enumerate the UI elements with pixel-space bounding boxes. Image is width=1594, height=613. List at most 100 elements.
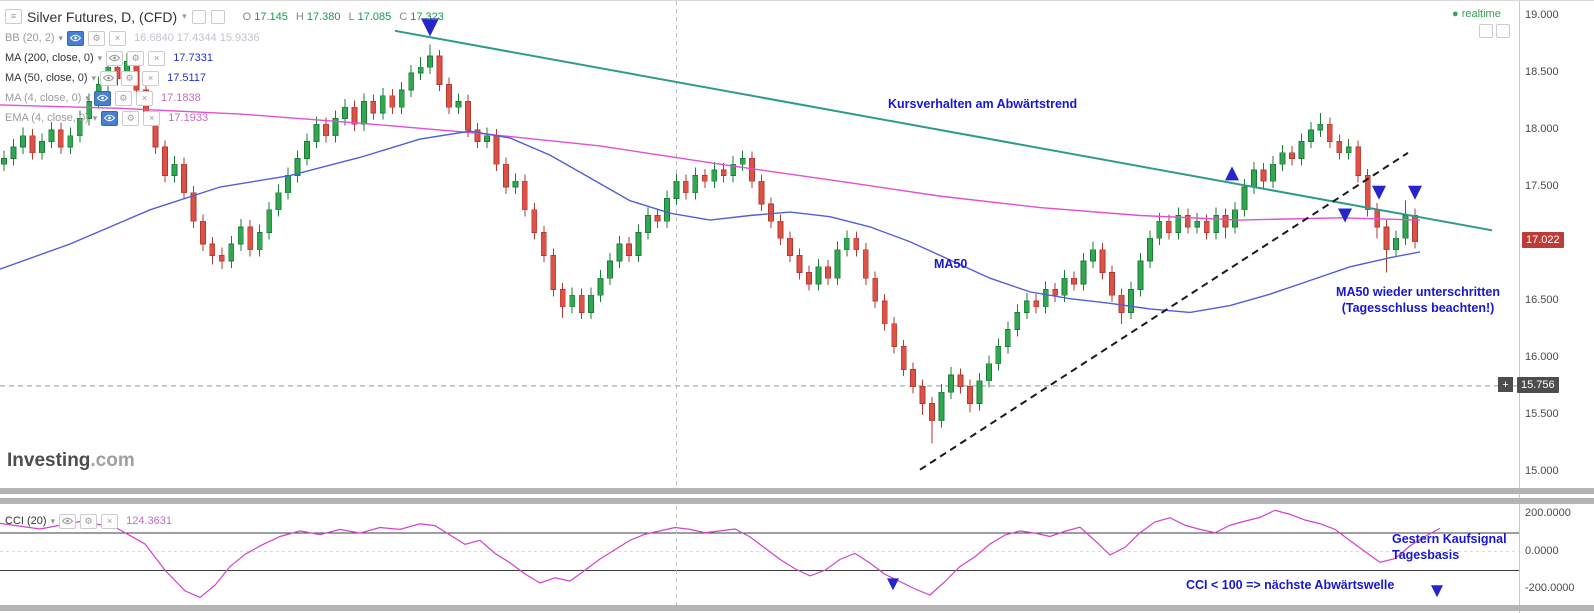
- price-tick: 16.000: [1525, 351, 1559, 363]
- price-tick: 16.500: [1525, 294, 1559, 306]
- price-tick: 18.000: [1525, 123, 1559, 135]
- cci-tick: 200.0000: [1525, 507, 1571, 519]
- cci-pane[interactable]: CCI (20) ▾ ⚙ × 124.3631 Gestern Kaufsign…: [0, 506, 1519, 605]
- indicator-row-ma4[interactable]: MA (4, close, 0) ▾ ⚙ × 17.1838: [5, 88, 444, 108]
- chevron-down-icon[interactable]: ▾: [92, 112, 98, 123]
- legend: ≡ Silver Futures, D, (CFD) ▾ O 17.145 H 17…: [5, 5, 444, 128]
- chart-action-icons: [1479, 24, 1510, 38]
- close-icon[interactable]: ×: [101, 513, 119, 529]
- close-icon[interactable]: ×: [135, 90, 153, 106]
- high-value: 17.380: [306, 10, 341, 23]
- gear-icon[interactable]: ⚙: [127, 50, 145, 66]
- pane-separator[interactable]: [0, 605, 1594, 611]
- price-tick: 15.000: [1525, 465, 1559, 477]
- indicator-value: 16.6840 17.4344 15.9336: [134, 32, 260, 44]
- annotation-cci-wave: CCI < 100 => nächste Abwärtswelle: [1186, 578, 1395, 592]
- snapshot-icon[interactable]: [1479, 24, 1493, 38]
- menu-glyph: ≡: [10, 11, 17, 21]
- price-tick: 17.500: [1525, 180, 1559, 192]
- add-alert-icon[interactable]: +: [1498, 377, 1513, 393]
- price-axis[interactable]: 19.000 18.500 18.000 17.500 16.500 16.000 15.5…: [1498, 1, 1594, 613]
- gear-icon[interactable]: ⚙: [122, 110, 140, 126]
- eye-icon[interactable]: [59, 513, 77, 529]
- gear-icon[interactable]: ⚙: [80, 513, 98, 529]
- symbol-title-row: ≡ Silver Futures, D, (CFD) ▾ O 17.145 H 17…: [5, 5, 444, 28]
- close-icon[interactable]: ×: [109, 30, 127, 46]
- indicator-row-ma200[interactable]: MA (200, close, 0) ▾ ⚙ × 17.7331: [5, 48, 444, 68]
- fullscreen-icon[interactable]: [1496, 24, 1510, 38]
- eye-icon[interactable]: [67, 30, 85, 46]
- eye-icon[interactable]: [106, 50, 124, 66]
- gear-glyph: ⚙: [126, 112, 135, 123]
- watermark: Investing.com: [7, 450, 135, 472]
- gear-icon[interactable]: ⚙: [114, 90, 132, 106]
- gear-glyph: ⚙: [125, 72, 134, 83]
- indicator-name: MA (4, close, 0): [5, 92, 82, 104]
- menu-icon[interactable]: ≡: [5, 9, 22, 24]
- symbol-title[interactable]: Silver Futures, D, (CFD): [27, 8, 178, 25]
- indicator-name: MA (200, close, 0): [5, 52, 94, 64]
- indicator-row-ema[interactable]: EMA (4, close, 0) ▾ ⚙ × 17.1933: [5, 108, 444, 128]
- price-tick: 18.500: [1525, 66, 1559, 78]
- gear-glyph: ⚙: [92, 32, 101, 43]
- chevron-down-icon[interactable]: ▾: [58, 32, 64, 43]
- annotation-ma50-break: MA50 wieder unterschritten (Tagesschluss…: [1336, 285, 1500, 316]
- sell-marker-icon: [1408, 185, 1422, 200]
- eye-icon[interactable]: [93, 90, 111, 106]
- eye-icon[interactable]: [100, 70, 118, 86]
- high-label: H: [295, 10, 304, 23]
- pane-separator[interactable]: [0, 498, 1594, 504]
- indicator-value: 17.5117: [167, 72, 207, 84]
- realtime-indicator: ● realtime: [1452, 8, 1501, 20]
- indicator-value: 17.1838: [160, 92, 201, 104]
- chevron-down-icon[interactable]: ▾: [50, 515, 56, 526]
- cci-legend-row[interactable]: CCI (20) ▾ ⚙ × 124.3631: [5, 511, 172, 531]
- watermark-suffix: .com: [90, 450, 135, 471]
- gear-icon[interactable]: ⚙: [121, 70, 139, 86]
- chevron-down-icon[interactable]: ▾: [91, 72, 97, 83]
- ohlc-values: O 17.145 H 17.380 L 17.085 C 17.323: [238, 11, 444, 23]
- close-icon[interactable]: ×: [142, 70, 160, 86]
- chevron-down-icon[interactable]: ▾: [97, 52, 103, 63]
- close-glyph: ×: [154, 52, 160, 63]
- annotation-buy-signal: Gestern Kaufsignal Tagesbasis: [1392, 532, 1507, 563]
- buy-marker-icon: [1225, 166, 1239, 181]
- compare-icon[interactable]: [210, 9, 225, 24]
- pane-separator[interactable]: [0, 488, 1594, 494]
- close-icon[interactable]: ×: [148, 50, 166, 66]
- gear-icon[interactable]: ⚙: [88, 30, 106, 46]
- indicator-value: 17.7331: [173, 52, 213, 64]
- cci-tick: 0.0000: [1525, 544, 1559, 557]
- open-label: O: [242, 10, 252, 23]
- gear-glyph: ⚙: [84, 515, 93, 526]
- open-value: 17.145: [254, 10, 288, 23]
- indicator-value: 124.3631: [126, 515, 172, 527]
- watermark-brand: Investing: [7, 450, 91, 471]
- low-value: 17.085: [357, 10, 392, 23]
- cci-chart-canvas[interactable]: [0, 506, 1519, 605]
- sell-marker-icon: [1431, 585, 1443, 598]
- last-price-badge: 17.022: [1522, 232, 1564, 249]
- cci-tick: -200.0000: [1525, 582, 1575, 594]
- alert-price-row: +15.756: [1498, 376, 1559, 393]
- price-chart-canvas[interactable]: [0, 1, 1519, 488]
- low-label: L: [348, 10, 355, 23]
- annotation-ma50-label: MA50: [934, 257, 968, 271]
- close-label: C: [399, 10, 408, 23]
- chart-settings-icon[interactable]: [191, 9, 206, 24]
- chevron-down-icon[interactable]: ▾: [85, 92, 90, 103]
- gear-glyph: ⚙: [131, 52, 140, 63]
- gear-glyph: ⚙: [119, 92, 128, 103]
- price-pane[interactable]: Kursverhalten am Abwärtstrend MA50 MA50 …: [0, 1, 1519, 488]
- indicator-row-bb[interactable]: BB (20, 2) ▾ ⚙ × 16.6840 17.4344 15.9336: [5, 28, 444, 48]
- close-glyph: ×: [149, 112, 155, 123]
- close-glyph: ×: [106, 515, 113, 526]
- indicator-row-ma50[interactable]: MA (50, close, 0) ▾ ⚙ × 17.5117: [5, 68, 444, 88]
- chevron-down-icon[interactable]: ▾: [182, 11, 187, 21]
- eye-icon[interactable]: [101, 110, 119, 126]
- realtime-label: realtime: [1461, 8, 1501, 20]
- close-icon[interactable]: ×: [143, 110, 161, 126]
- indicator-name: CCI (20): [5, 515, 47, 527]
- annotation-downtrend-behavior: Kursverhalten am Abwärtstrend: [888, 97, 1078, 111]
